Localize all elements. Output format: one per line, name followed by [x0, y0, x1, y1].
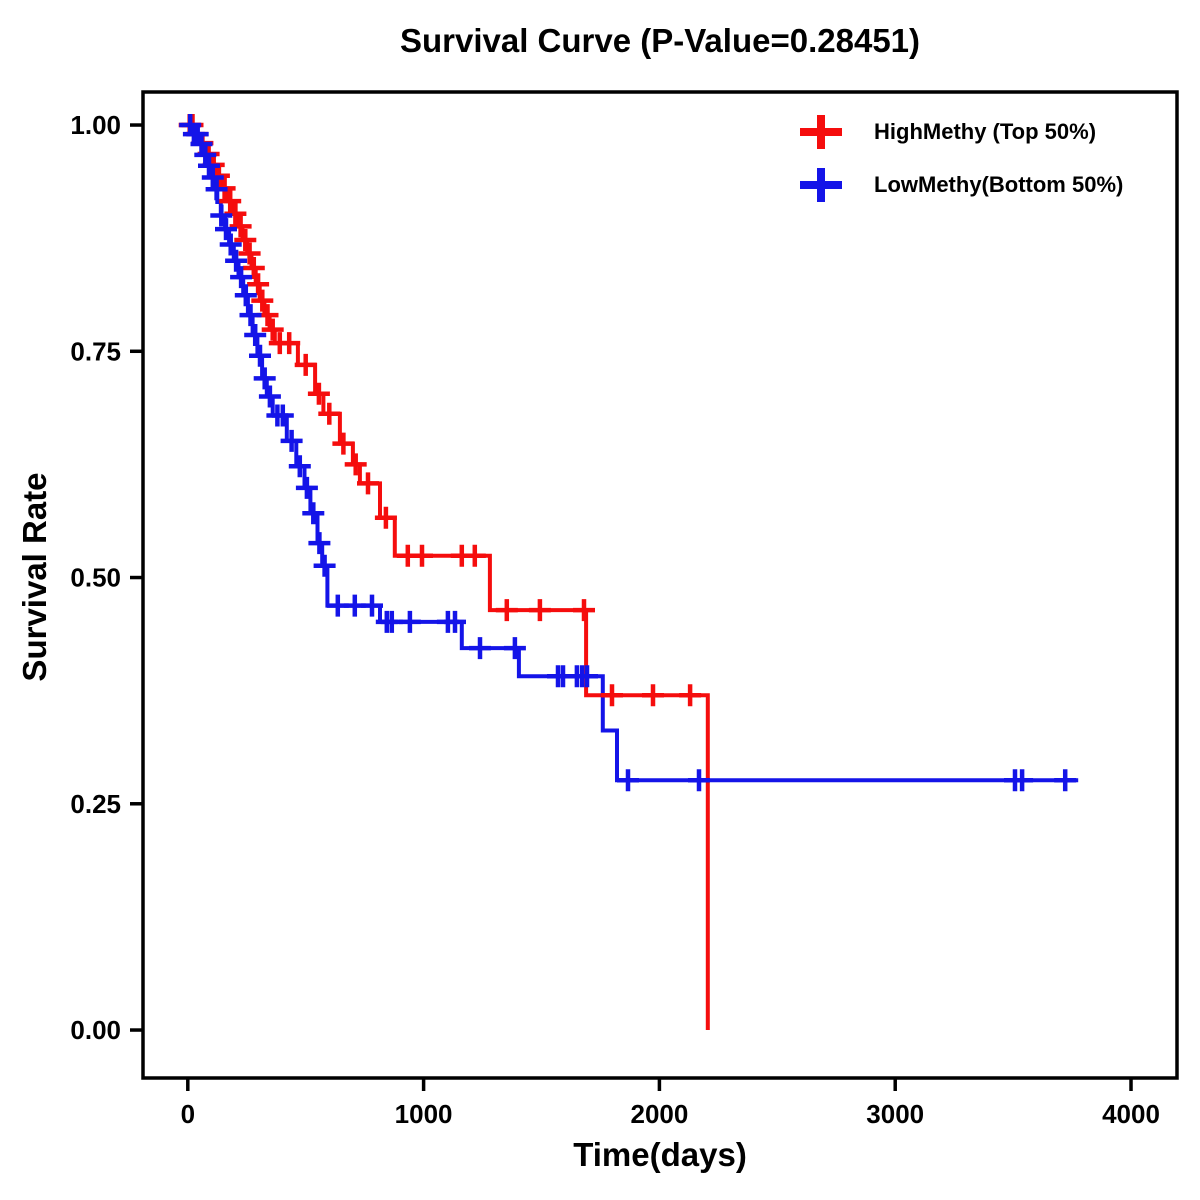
censor-plus-icon [302, 502, 325, 525]
legend-item-highmethy: HighMethy (Top 50%) [798, 110, 1123, 154]
censor-plus-icon [528, 599, 551, 622]
censor-plus-icon [313, 554, 336, 577]
censor-plus-icon [194, 143, 217, 166]
censor-plus-icon [244, 324, 267, 346]
censor-plus-icon [205, 178, 228, 201]
x-axis-ticks: 0 1000 2000 3000 4000 [181, 1078, 1160, 1129]
censor-plus-icon [444, 610, 466, 633]
censor-plus-icon [357, 472, 379, 495]
y-axis-label: Survival Rate [16, 472, 53, 682]
censor-plus-icon [294, 353, 317, 376]
censor-plus-icon [201, 166, 224, 189]
censor-plus-icon [576, 665, 598, 688]
x-tick-label: 0 [181, 1099, 195, 1129]
censor-plus-icon [642, 684, 664, 707]
survival-curve-lowmethy [187, 123, 1079, 783]
censor-plus-icon [271, 404, 294, 427]
censor-plus-icon [679, 684, 702, 707]
censor-marks [178, 114, 1077, 792]
censor-plus-icon [573, 599, 595, 622]
censor-plus-icon [186, 123, 209, 146]
plot-border [141, 90, 1179, 1080]
censor-plus-icon [229, 215, 252, 238]
censor-plus-icon [411, 544, 433, 567]
legend-item-lowmethy: LowMethy(Bottom 50%) [798, 163, 1123, 207]
legend-label-highmethy: HighMethy (Top 50%) [874, 119, 1097, 144]
censor-plus-icon [495, 599, 518, 622]
censor-plus-icon [261, 318, 284, 341]
censor-plus-icon [278, 332, 301, 355]
censor-plus-icon [601, 684, 623, 707]
y-tick-label: 0.50 [70, 563, 121, 593]
censor-plus-icon [288, 455, 311, 478]
censor-plus-icon [463, 544, 486, 567]
censor-plus-icon [258, 385, 281, 408]
x-tick-label: 1000 [395, 1099, 453, 1129]
survival-curve-highmethy [187, 123, 710, 1030]
censor-plus-icon [688, 769, 710, 792]
blue-plus-icon [800, 168, 842, 202]
censor-plus-icon [318, 402, 341, 425]
y-tick-label: 1.00 [70, 110, 121, 140]
censor-plus-icon [469, 637, 491, 660]
censor-plus-icon [295, 476, 318, 499]
censor-plus-icon [238, 242, 261, 265]
censor-plus-icon [280, 429, 303, 452]
censor-plus-icon [225, 249, 248, 272]
censor-plus-icon [215, 218, 237, 241]
censor-plus-icon [234, 284, 257, 307]
censor-plus-icon [1011, 769, 1034, 792]
censor-plus-icon [251, 289, 274, 312]
censor-plus-icon [344, 453, 367, 476]
y-tick-label: 0.25 [70, 789, 121, 819]
y-axis-ticks: 0.00 0.25 0.50 0.75 1.00 [70, 110, 143, 1045]
survival-curves [187, 123, 1079, 1030]
censor-plus-icon [253, 367, 276, 390]
x-axis-label: Time(days) [573, 1136, 747, 1173]
x-tick-label: 4000 [1102, 1099, 1160, 1129]
censor-plus-icon [617, 769, 639, 792]
censor-plus-icon [307, 382, 330, 405]
legend-label-lowmethy: LowMethy(Bottom 50%) [874, 172, 1124, 197]
censor-plus-icon [198, 154, 220, 177]
censor-plus-icon [219, 190, 242, 213]
censor-plus-icon [242, 257, 265, 279]
censor-plus-icon [210, 204, 233, 227]
censor-plus-icon [361, 594, 383, 617]
censor-plus-icon [1054, 769, 1077, 792]
censor-plus-icon [219, 233, 242, 256]
y-tick-label: 0.00 [70, 1015, 121, 1045]
censor-plus-icon [398, 610, 421, 633]
chart-title: Survival Curve (P-Value=0.28451) [399, 22, 921, 59]
censor-plus-icon [503, 637, 526, 660]
censor-plus-icon [234, 229, 257, 251]
censor-plus-icon [332, 432, 355, 455]
censor-plus-icon [190, 133, 213, 155]
x-tick-label: 2000 [630, 1099, 688, 1129]
censor-plus-icon [239, 304, 262, 327]
legend: HighMethy (Top 50%) LowMethy(Bottom 50%) [798, 110, 1123, 207]
red-plus-icon [800, 115, 842, 149]
censor-plus-icon [374, 506, 397, 529]
censor-plus-icon [230, 266, 253, 289]
censor-plus-icon [308, 532, 331, 555]
y-tick-label: 0.75 [70, 336, 121, 366]
x-tick-label: 3000 [866, 1099, 924, 1129]
censor-plus-icon [249, 344, 271, 367]
censor-plus-icon [247, 273, 270, 296]
